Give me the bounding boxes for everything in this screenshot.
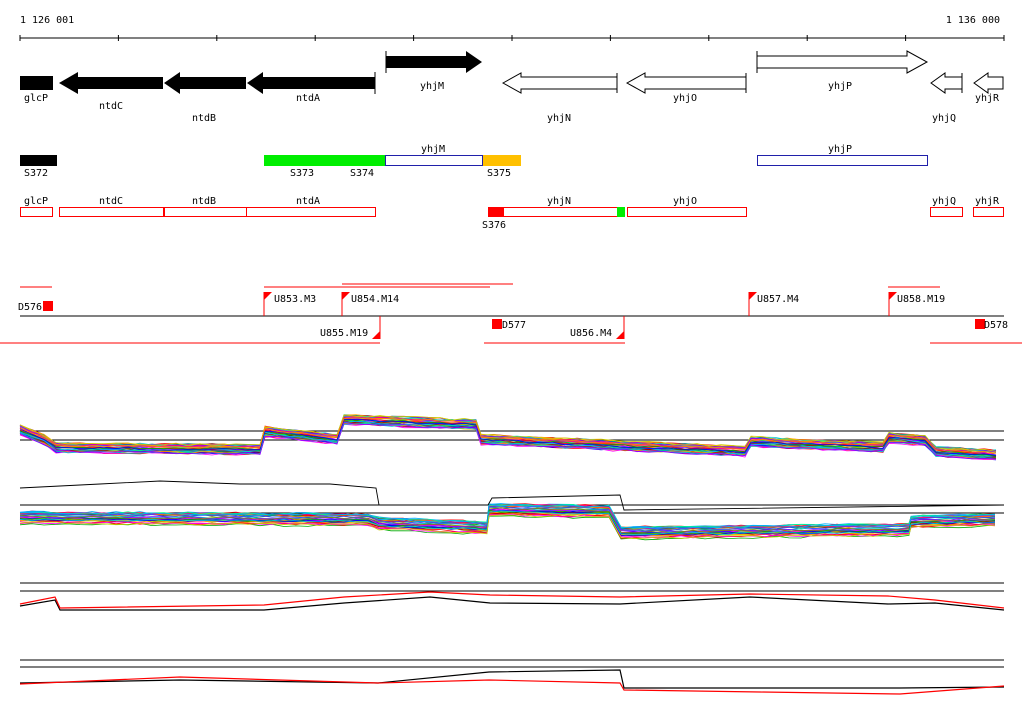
segment-track-plus: S372 S373 S374 yhjM S375 yhjP (20, 144, 928, 179)
gene-ntdC[interactable]: ntdC (59, 72, 163, 112)
ruler-end-label: 1 136 000 (946, 15, 1000, 26)
gene-label: yhjR (975, 93, 1000, 104)
gene-label: glcP (24, 93, 48, 104)
segment-yhjR[interactable]: yhjR (973, 196, 1004, 217)
gene-label: ntdA (296, 93, 320, 104)
tu-U853.M3[interactable]: U853.M3 (263, 292, 316, 316)
gene-glcP[interactable]: glcP (20, 76, 53, 104)
segment-label: ntdB (192, 196, 216, 207)
gene-yhjO[interactable]: yhjO (625, 72, 747, 104)
gene-yhjN[interactable]: yhjN (501, 72, 618, 124)
tu-D577[interactable]: D577 (492, 319, 526, 331)
tu-label: D577 (502, 320, 526, 331)
gene-ntdA[interactable]: ntdA (247, 72, 376, 104)
segment-label: yhjP (828, 144, 852, 155)
segment-label: yhjO (673, 196, 697, 207)
segment-ntdC[interactable]: ntdC (59, 196, 164, 217)
gene-ntdB[interactable]: ntdB (164, 72, 246, 124)
segment-S374[interactable]: S374 (344, 155, 385, 179)
segment-yhjN[interactable]: yhjN (503, 196, 626, 217)
tu-label: U856.M4 (570, 328, 612, 339)
segment-S372[interactable]: S372 (20, 155, 57, 179)
segment-label: yhjM (421, 144, 445, 155)
gene-label: yhjN (547, 113, 571, 124)
tu-U854.M14[interactable]: U854.M14 (341, 292, 399, 316)
segment-label: S374 (350, 168, 374, 179)
gene-track: glcP ntdC ntdB ntdA yhjM yhjN yhjO (20, 50, 1004, 124)
tu-label: U854.M14 (351, 294, 399, 305)
tu-label: U853.M3 (274, 294, 316, 305)
gene-label: yhjM (420, 81, 444, 92)
gene-yhjM[interactable]: yhjM (385, 51, 482, 92)
expression-minus-panel (19, 480, 1005, 541)
tu-D578[interactable]: D578 (975, 319, 1008, 331)
gene-yhjQ[interactable]: yhjQ (930, 72, 963, 124)
segment-label: S375 (487, 168, 511, 179)
segment-track-minus: glcP ntdC ntdB ntdA S376 yhjN yhjO (20, 196, 1004, 231)
segment-label: yhjN (547, 196, 571, 207)
tu-label: D576 (18, 302, 42, 313)
segment-label: S372 (24, 168, 48, 179)
segment-S375[interactable]: S375 (483, 155, 521, 179)
segment-label: S373 (290, 168, 314, 179)
ruler-start-label: 1 126 001 (20, 15, 74, 26)
tu-U856.M4[interactable]: U856.M4 (570, 316, 625, 339)
coordinate-ruler: 1 126 001 1 136 000 (19, 15, 1005, 41)
gene-label: yhjO (673, 93, 697, 104)
gene-label: ntdC (99, 101, 123, 112)
gene-yhjP[interactable]: yhjP (756, 50, 929, 92)
gene-label: yhjQ (932, 113, 956, 124)
tu-label: U857.M4 (757, 294, 799, 305)
segment-label: yhjQ (932, 196, 956, 207)
segment-yhjQ[interactable]: yhjQ (930, 196, 963, 217)
transcription-unit-track: D576 U853.M3 U854.M14 U857.M4 U858.M19 U… (0, 283, 1022, 344)
segment-label: glcP (24, 196, 48, 207)
tu-U858.M19[interactable]: U858.M19 (888, 292, 945, 316)
segment-ntdA[interactable]: ntdA (246, 196, 376, 217)
segment-S373[interactable]: S373 (264, 155, 344, 179)
tu-label: D578 (984, 320, 1008, 331)
segment-ntdB[interactable]: ntdB (164, 196, 247, 217)
segment-glcP[interactable]: glcP (20, 196, 53, 217)
segment-yhjP[interactable]: yhjP (757, 144, 928, 166)
segment-label: S376 (482, 220, 506, 231)
tu-label: U855.M19 (320, 328, 368, 339)
segment-label: ntdC (99, 196, 123, 207)
average-minus-panel (19, 659, 1005, 695)
tu-U855.M19[interactable]: U855.M19 (320, 316, 381, 339)
segment-yhjM[interactable]: yhjM (385, 144, 483, 166)
segment-label: ntdA (296, 196, 320, 207)
expression-plus-panel (19, 414, 1004, 461)
tu-D576[interactable]: D576 (18, 301, 53, 313)
tu-U857.M4[interactable]: U857.M4 (748, 292, 799, 316)
gene-label: ntdB (192, 113, 216, 124)
gene-label: yhjP (828, 81, 852, 92)
segment-S376[interactable]: S376 (482, 207, 506, 231)
average-plus-panel (19, 582, 1005, 611)
gene-yhjR[interactable]: yhjR (973, 72, 1004, 104)
segment-yhjO[interactable]: yhjO (627, 196, 747, 217)
segment-label: yhjR (975, 196, 1000, 207)
tu-label: U858.M19 (897, 294, 945, 305)
